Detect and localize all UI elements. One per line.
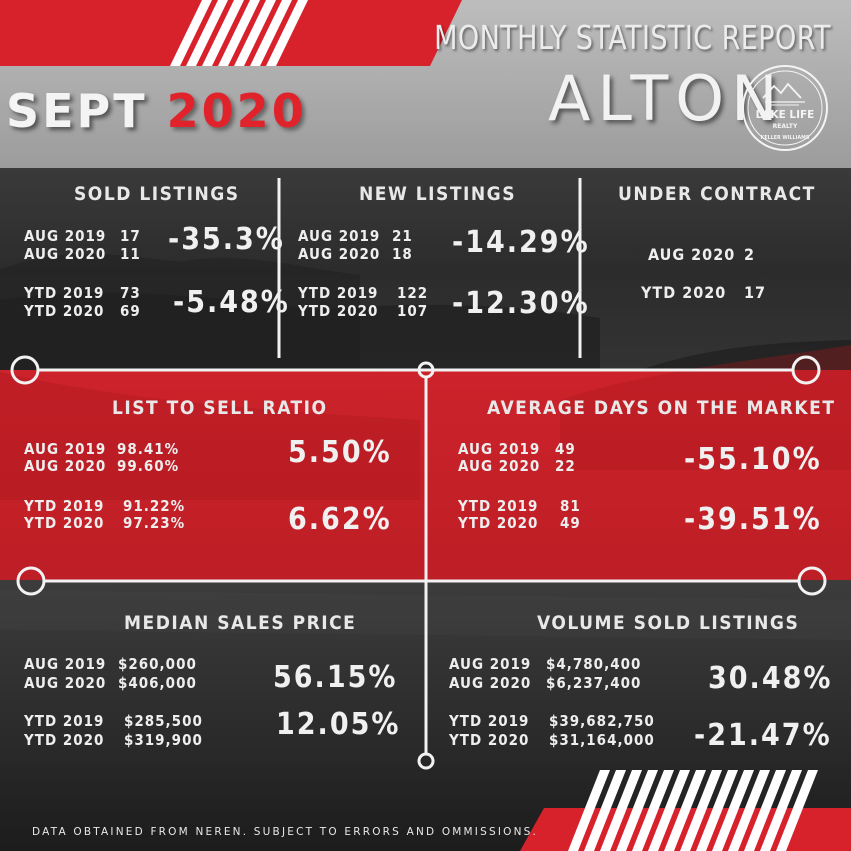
ytd-change: 12.05%: [276, 707, 401, 742]
ytd-change: -39.51%: [684, 502, 822, 537]
row-label: AUG 2019: [449, 655, 532, 673]
logo-line-3: KELLER WILLIAMS: [761, 135, 810, 141]
row-value: 17: [744, 283, 767, 302]
footer-disclaimer: DATA OBTAINED FROM NEREN. SUBJECT TO ERR…: [32, 826, 539, 838]
row-label: AUG 2020: [24, 245, 107, 263]
ytd-change: -5.48%: [173, 285, 290, 320]
report-year: 2020: [166, 84, 307, 138]
row-value: $406,000: [118, 674, 197, 692]
row-value: $39,682,750: [549, 712, 655, 730]
row-label: AUG 2019: [298, 227, 381, 245]
row-value: 22: [555, 457, 576, 475]
row-label: AUG 2019: [458, 440, 541, 458]
row-value: $319,900: [124, 731, 203, 749]
row-label: YTD 2019: [449, 712, 530, 730]
row-label: AUG 2020: [458, 457, 541, 475]
monthly-change: -14.29%: [452, 225, 590, 260]
row-value: 17: [120, 227, 141, 245]
row-label: AUG 2019: [24, 440, 107, 458]
monthly-change: -35.3%: [168, 222, 285, 257]
section-title: SOLD LISTINGS: [74, 183, 240, 205]
row-value: $31,164,000: [549, 731, 655, 749]
ytd-change: -12.30%: [452, 286, 590, 321]
row-label: AUG 2019: [24, 227, 107, 245]
row-value: $285,500: [124, 712, 203, 730]
row-label: YTD 2019: [458, 497, 539, 515]
section-title: NEW LISTINGS: [359, 183, 517, 205]
row-label: YTD 2020: [24, 731, 105, 749]
row-value: $260,000: [118, 655, 197, 673]
report-date: SEPT 2020: [6, 84, 307, 138]
row-label: YTD 2020: [449, 731, 530, 749]
row-label: AUG 2020: [24, 457, 107, 475]
monthly-change: 56.15%: [273, 660, 398, 695]
row-label: YTD 2020: [641, 283, 727, 302]
row-label: YTD 2019: [24, 712, 105, 730]
row-value: 49: [560, 514, 581, 532]
row-label: YTD 2020: [458, 514, 539, 532]
row-value: 18: [392, 245, 413, 263]
row-label: YTD 2020: [298, 302, 379, 320]
ytd-change: -21.47%: [694, 718, 832, 753]
ytd-change: 6.62%: [288, 502, 392, 537]
report-title: MONTHLY STATISTIC REPORT: [434, 18, 831, 57]
logo-line-1: LAKE LIFE: [756, 109, 815, 121]
row-label: YTD 2020: [24, 514, 105, 532]
lake-life-realty-logo: LAKE LIFE REALTY KELLER WILLIAMS: [742, 65, 828, 151]
row-value: $6,237,400: [546, 674, 642, 692]
row-value: 98.41%: [117, 440, 180, 458]
report-month: SEPT: [6, 84, 148, 138]
row-label: AUG 2020: [648, 245, 736, 264]
row-label: YTD 2019: [24, 284, 105, 302]
row-value: 107: [397, 302, 429, 320]
city-name: ALTON: [548, 62, 785, 135]
row-value: 122: [397, 284, 429, 302]
section-title: UNDER CONTRACT: [618, 183, 816, 205]
row-label: AUG 2020: [449, 674, 532, 692]
row-label: AUG 2019: [24, 655, 107, 673]
row-label: AUG 2020: [298, 245, 381, 263]
section-title: LIST TO SELL RATIO: [112, 397, 328, 419]
logo-line-2: REALTY: [773, 123, 798, 130]
monthly-change: -55.10%: [684, 442, 822, 477]
row-value: 11: [120, 245, 141, 263]
row-value: 97.23%: [123, 514, 186, 532]
row-value: 2: [744, 245, 756, 264]
row-value: 91.22%: [123, 497, 186, 515]
monthly-change: 5.50%: [288, 435, 392, 470]
row-label: YTD 2019: [24, 497, 105, 515]
row-value: 21: [392, 227, 413, 245]
row-label: YTD 2020: [24, 302, 105, 320]
row-value: 49: [555, 440, 576, 458]
mountains-lake-icon: [762, 82, 805, 106]
row-value: $4,780,400: [546, 655, 642, 673]
row-label: YTD 2019: [298, 284, 379, 302]
row-value: 81: [560, 497, 581, 515]
section-title: MEDIAN SALES PRICE: [124, 612, 357, 634]
row-value: 69: [120, 302, 141, 320]
monthly-change: 30.48%: [708, 661, 833, 696]
row-value: 99.60%: [117, 457, 180, 475]
section-title: VOLUME SOLD LISTINGS: [537, 612, 800, 634]
row-label: AUG 2020: [24, 674, 107, 692]
row-value: 73: [120, 284, 141, 302]
section-title: AVERAGE DAYS ON THE MARKET: [487, 397, 836, 419]
